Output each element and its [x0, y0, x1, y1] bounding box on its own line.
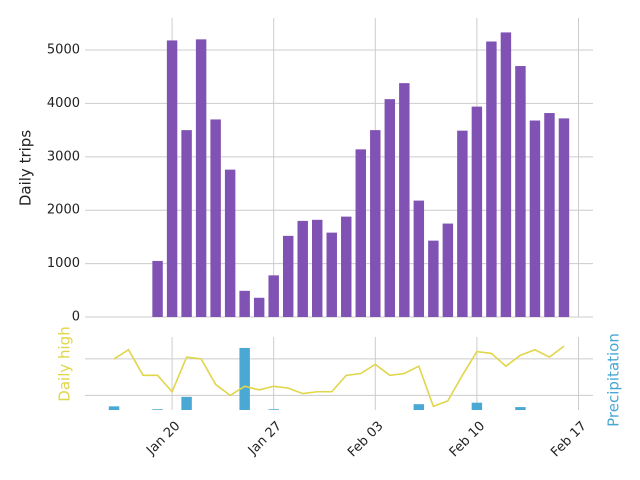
bar [253, 297, 265, 317]
bar [268, 409, 279, 410]
bar [515, 66, 526, 317]
x-tick-label: Jan 20 [143, 419, 183, 459]
bar [544, 113, 555, 318]
bar [268, 275, 279, 317]
y-tick-label: 1000 [47, 256, 80, 271]
line [113, 345, 565, 408]
y-tick-label: 4000 [47, 96, 80, 111]
bar [399, 83, 410, 317]
y2-axis-label: Precipitation [605, 333, 623, 427]
bar [152, 409, 163, 410]
bar [442, 223, 454, 317]
bar [239, 347, 250, 410]
bar [152, 260, 163, 317]
x-tick-label: Feb 10 [447, 419, 489, 461]
bar [529, 120, 541, 317]
bar [326, 232, 337, 317]
bar [355, 149, 366, 317]
bar [239, 290, 250, 317]
bar [341, 216, 352, 317]
bar [297, 220, 308, 317]
bar [210, 119, 221, 317]
bar [413, 200, 425, 317]
bar [108, 406, 120, 410]
bar [457, 130, 468, 317]
bar [181, 396, 192, 410]
bar [384, 99, 396, 318]
bar [370, 130, 381, 317]
y-tick-label: 3000 [47, 149, 80, 164]
x-tick-label: Feb 03 [345, 419, 387, 461]
y-axis-label: Daily high [56, 326, 74, 401]
y-tick-label: 0 [72, 310, 80, 325]
bar [195, 39, 207, 317]
y-axis-label: Daily trips [17, 130, 35, 206]
bar [500, 32, 512, 317]
bar [166, 40, 178, 318]
bar [413, 404, 425, 410]
bar [181, 130, 192, 317]
bar [515, 407, 526, 410]
bar [558, 118, 570, 317]
x-tick-label: Jan 27 [245, 419, 285, 459]
y-tick-label: 2000 [47, 203, 80, 218]
bar [428, 240, 439, 317]
bar [282, 235, 294, 317]
bar [471, 402, 483, 410]
bar [312, 219, 323, 317]
y-tick-label: 5000 [47, 43, 80, 58]
bar [471, 106, 483, 317]
x-tick-label: Feb 17 [548, 419, 590, 461]
bar [486, 41, 497, 317]
bar [224, 169, 236, 317]
